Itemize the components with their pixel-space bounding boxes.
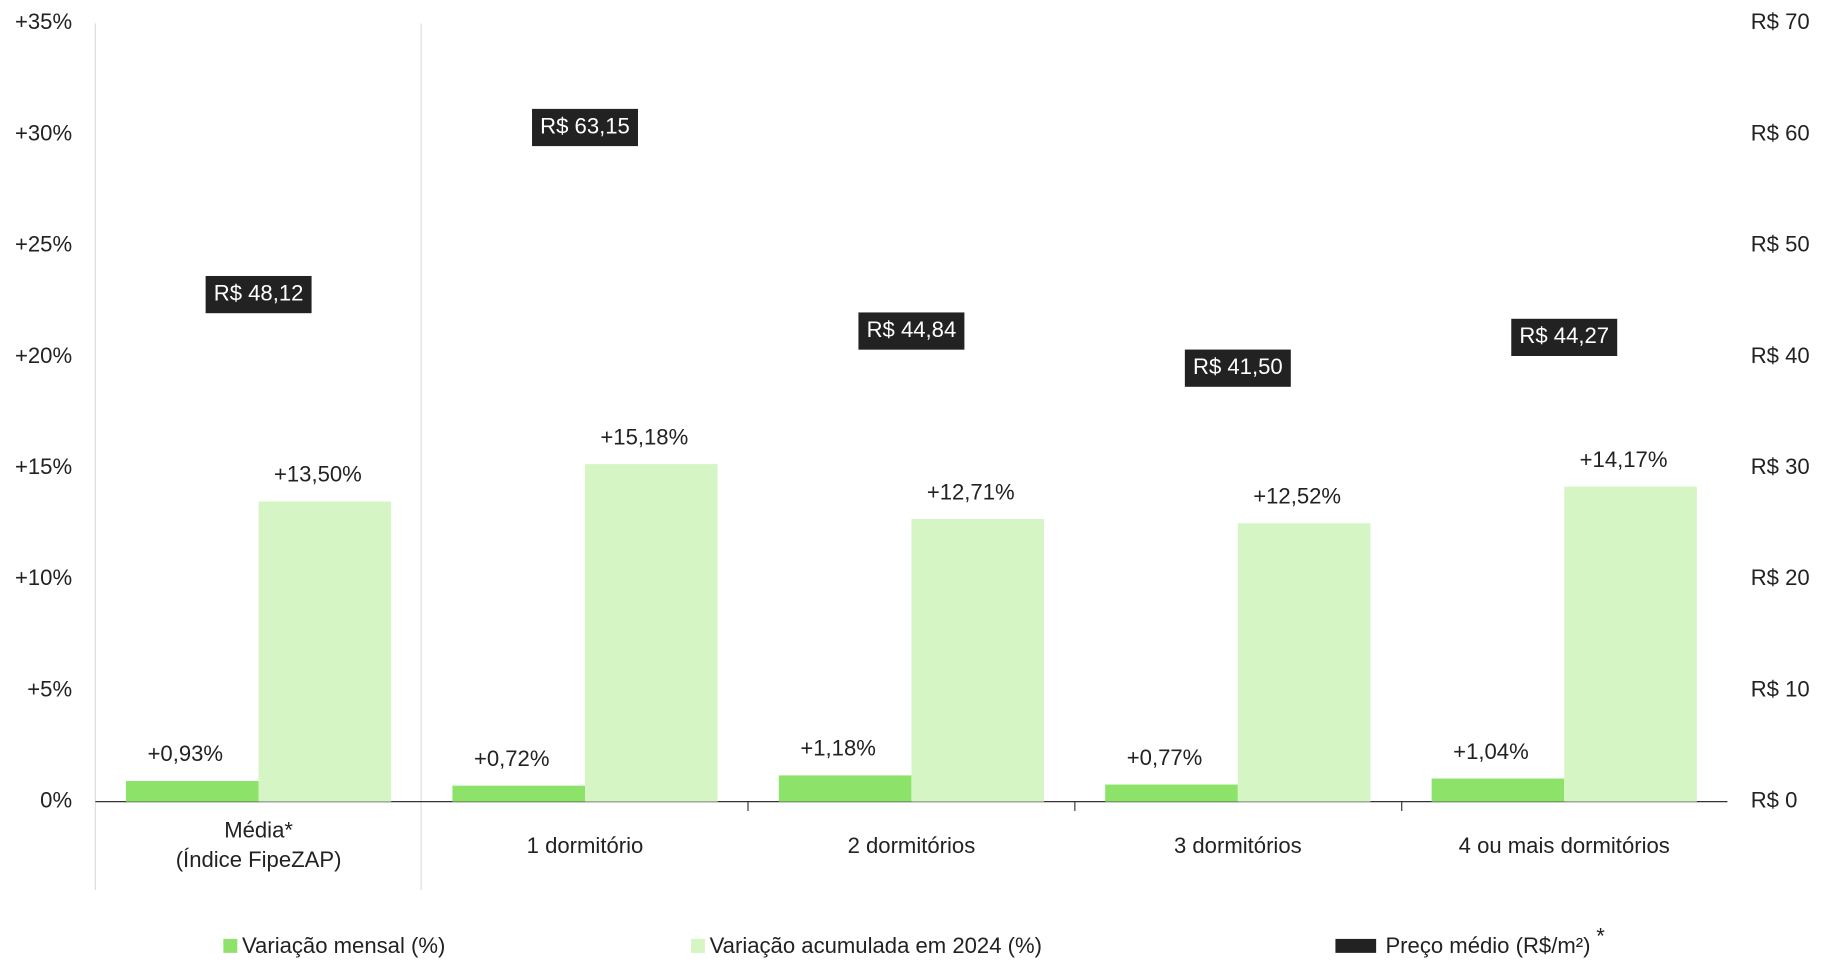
value-label: +13,50% bbox=[274, 462, 362, 487]
value-label: +15,18% bbox=[600, 424, 688, 449]
bar bbox=[258, 501, 392, 802]
value-label: +1,18% bbox=[800, 736, 876, 761]
y-tick-label: +30% bbox=[15, 120, 72, 145]
y2-tick-label: R$ 60 bbox=[1751, 120, 1810, 145]
y2-tick-label: R$ 30 bbox=[1751, 454, 1810, 479]
price-marker bbox=[205, 275, 312, 314]
price-label: R$ 44,27 bbox=[1519, 323, 1609, 348]
legend-swatch bbox=[1335, 938, 1377, 953]
bar bbox=[452, 785, 586, 802]
y2-tick-label: R$ 10 bbox=[1751, 676, 1810, 701]
price-label: R$ 48,12 bbox=[214, 280, 304, 305]
y-tick-label: +10% bbox=[15, 565, 72, 590]
y2-tick-label: R$ 50 bbox=[1751, 232, 1810, 257]
bar bbox=[1237, 523, 1371, 802]
x-tick-label: 1 dormitório bbox=[527, 833, 644, 858]
value-label: +0,72% bbox=[474, 746, 550, 771]
x-tick-label: (Índice FipeZAP) bbox=[176, 847, 342, 872]
price-label: R$ 44,84 bbox=[867, 317, 957, 342]
price-label: R$ 41,50 bbox=[1193, 354, 1283, 379]
bar bbox=[911, 519, 1045, 802]
value-label: +14,17% bbox=[1580, 447, 1668, 472]
bar bbox=[1564, 486, 1697, 802]
y2-tick-label: R$ 20 bbox=[1751, 565, 1810, 590]
legend-swatch bbox=[223, 938, 238, 953]
y-tick-label: +20% bbox=[15, 343, 72, 368]
y-tick-label: +5% bbox=[27, 676, 72, 701]
legend-label: Variação mensal (%) bbox=[242, 933, 445, 958]
y-tick-label: +15% bbox=[15, 454, 72, 479]
bar bbox=[778, 775, 912, 802]
price-marker bbox=[532, 108, 638, 147]
y2-tick-label: R$ 0 bbox=[1751, 787, 1798, 812]
bar bbox=[1105, 784, 1238, 802]
y2-tick-label: R$ 40 bbox=[1751, 343, 1810, 368]
x-tick-label: 2 dormitórios bbox=[848, 833, 976, 858]
price-marker bbox=[1511, 318, 1618, 357]
bar bbox=[1431, 778, 1565, 802]
y-tick-label: +25% bbox=[15, 232, 72, 257]
value-label: +0,93% bbox=[148, 741, 224, 766]
legend-note: * bbox=[1596, 924, 1605, 949]
price-label: R$ 63,15 bbox=[540, 113, 630, 138]
bar bbox=[125, 780, 259, 802]
x-tick-label: Média* bbox=[224, 818, 293, 843]
legend-swatch bbox=[690, 938, 705, 953]
x-tick-label: 4 ou mais dormitórios bbox=[1459, 833, 1670, 858]
legend-label: Variação acumulada em 2024 (%) bbox=[710, 933, 1042, 958]
value-label: +12,71% bbox=[927, 479, 1015, 504]
value-label: +0,77% bbox=[1127, 745, 1203, 770]
price-marker bbox=[1184, 349, 1291, 387]
bar bbox=[585, 464, 718, 802]
y-tick-label: +35% bbox=[15, 9, 72, 34]
legend-label: Preço médio (R$/m²) bbox=[1385, 933, 1590, 958]
y2-tick-label: R$ 70 bbox=[1751, 9, 1810, 34]
value-label: +1,04% bbox=[1453, 739, 1529, 764]
y-tick-label: 0% bbox=[40, 787, 72, 812]
price-marker bbox=[858, 312, 965, 350]
x-tick-label: 3 dormitórios bbox=[1174, 833, 1302, 858]
value-label: +12,52% bbox=[1253, 484, 1341, 509]
